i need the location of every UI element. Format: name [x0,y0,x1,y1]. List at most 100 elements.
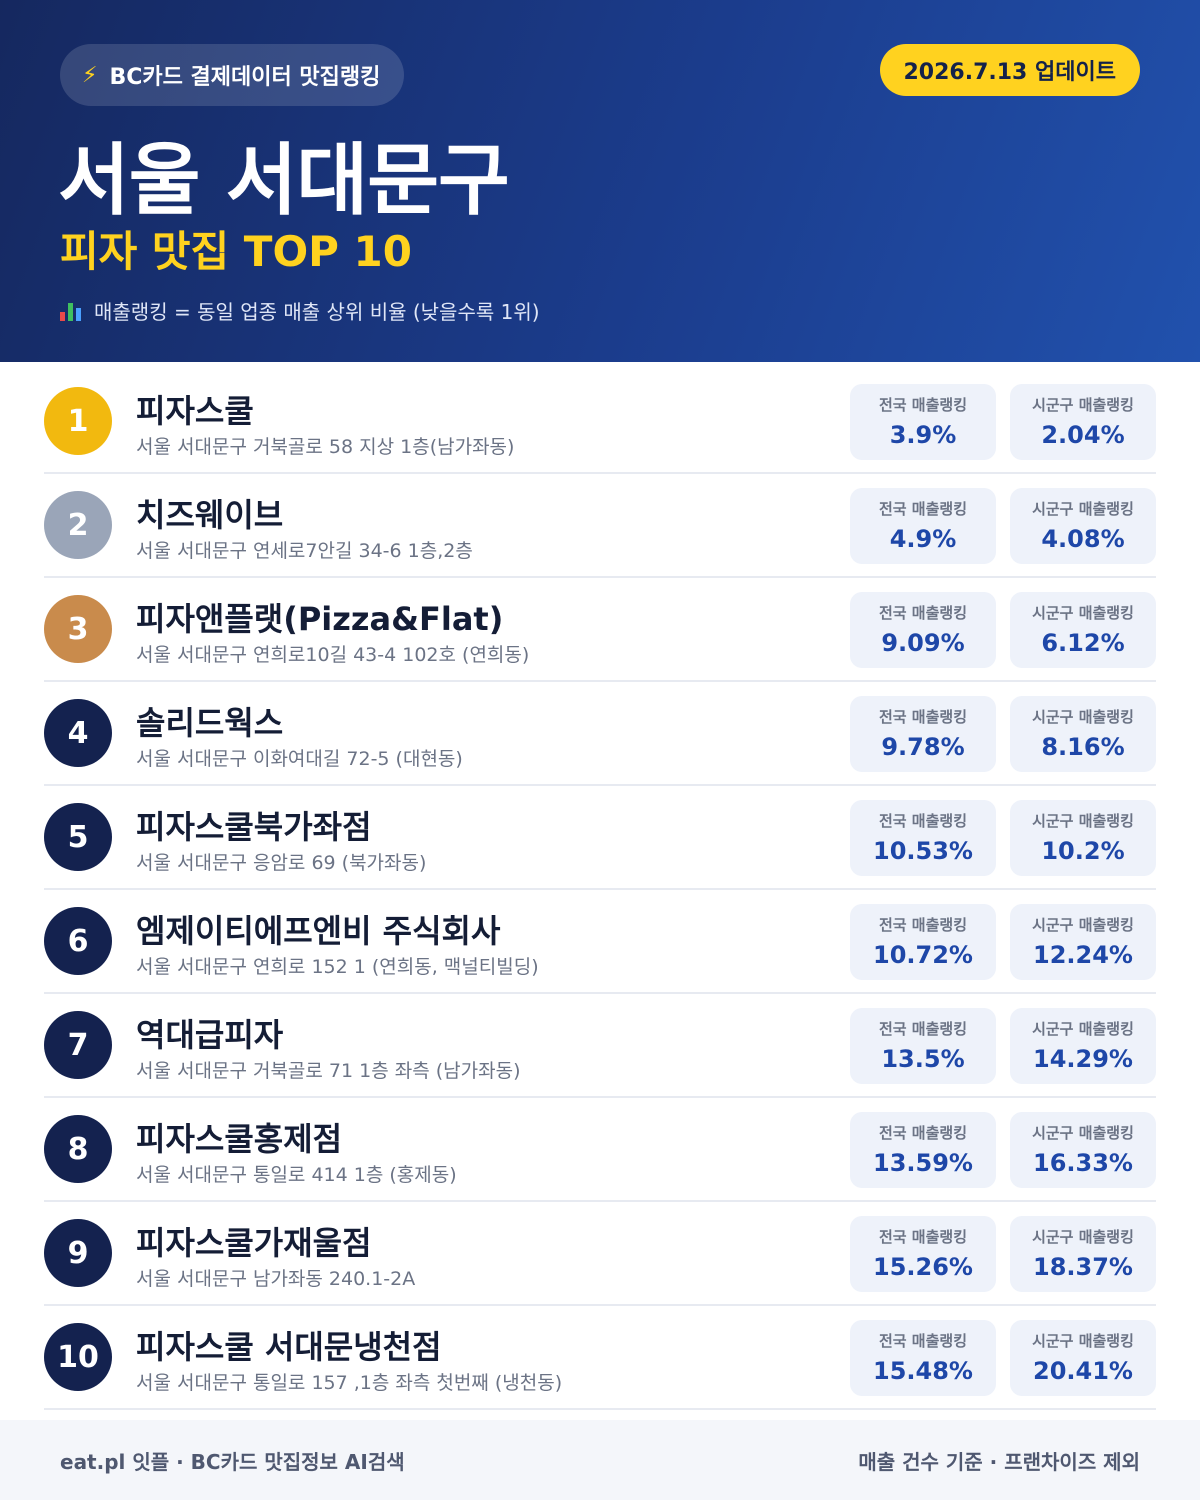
legend-text: 매출랭킹 = 동일 업종 매출 상위 비율 (낮을수록 1위) [94,300,540,324]
list-item[interactable]: 7 역대급피자 서울 서대문구 거북골로 71 1층 좌측 (남가좌동) 전국 … [44,994,1156,1098]
district-ranking-box: 시군구 매출랭킹 2.04% [1010,384,1156,460]
stat-value: 3.9% [889,421,957,449]
stat-value: 15.26% [873,1253,973,1281]
stat-label: 시군구 매출랭킹 [1032,812,1134,830]
stat-label: 시군구 매출랭킹 [1032,1020,1134,1038]
store-address: 서울 서대문구 이화여대길 72-5 (대현동) [136,748,463,770]
rank-badge: 5 [44,803,112,871]
footer-source: eat.pl 잇플 · BC카드 맛집정보 AI검색 [60,1449,405,1474]
store-address: 서울 서대문구 남가좌동 240.1-2A [136,1268,416,1290]
list-item[interactable]: 6 엠제이티에프엔비 주식회사 서울 서대문구 연희로 152 1 (연희동, … [44,890,1156,994]
national-ranking-box: 전국 매출랭킹 4.9% [850,488,996,564]
page-subtitle: 피자 맛집 TOP 10 [60,227,413,276]
stat-label: 전국 매출랭킹 [878,708,968,726]
source-badge: ⚡ BC카드 결제데이터 맛집랭킹 [60,44,405,106]
stat-value: 13.5% [881,1045,965,1073]
stat-label: 시군구 매출랭킹 [1032,1124,1134,1142]
district-ranking-box: 시군구 매출랭킹 10.2% [1010,800,1156,876]
stat-value: 10.53% [873,837,973,865]
page-title: 서울 서대문구 [58,136,510,226]
district-ranking-box: 시군구 매출랭킹 6.12% [1010,592,1156,668]
list-item[interactable]: 4 솔리드웍스 서울 서대문구 이화여대길 72-5 (대현동) 전국 매출랭킹… [44,682,1156,786]
store-address: 서울 서대문구 연희로10길 43-4 102호 (연희동) [136,644,530,666]
store-name: 치즈웨이브 [136,496,284,534]
district-ranking-box: 시군구 매출랭킹 8.16% [1010,696,1156,772]
stat-value: 9.78% [881,733,965,761]
rank-badge: 1 [44,387,112,455]
rank-badge: 2 [44,491,112,559]
header-banner: ⚡ BC카드 결제데이터 맛집랭킹 2026.7.13 업데이트 서울 서대문구… [0,0,1200,362]
stat-value: 2.04% [1041,421,1125,449]
update-date-badge: 2026.7.13 업데이트 [879,44,1140,96]
stat-label: 시군구 매출랭킹 [1032,1228,1134,1246]
store-name: 역대급피자 [136,1016,284,1054]
stat-label: 전국 매출랭킹 [878,1332,968,1350]
ranking-list: 1 피자스쿨 서울 서대문구 거북골로 58 지상 1층(남가좌동) 전국 매출… [44,370,1156,1410]
stat-value: 8.16% [1041,733,1125,761]
stat-label: 전국 매출랭킹 [878,500,968,518]
district-ranking-box: 시군구 매출랭킹 14.29% [1010,1008,1156,1084]
stat-value: 16.33% [1033,1149,1133,1177]
list-item[interactable]: 2 치즈웨이브 서울 서대문구 연세로7안길 34-6 1층,2층 전국 매출랭… [44,474,1156,578]
stat-value: 10.72% [873,941,973,969]
store-name: 엠제이티에프엔비 주식회사 [136,912,501,950]
stat-label: 전국 매출랭킹 [878,1124,968,1142]
source-label: BC카드 결제데이터 맛집랭킹 [109,65,381,90]
stat-value: 14.29% [1033,1045,1133,1073]
rank-badge: 10 [44,1323,112,1391]
rank-badge: 7 [44,1011,112,1079]
stat-label: 전국 매출랭킹 [878,812,968,830]
national-ranking-box: 전국 매출랭킹 3.9% [850,384,996,460]
rank-badge: 9 [44,1219,112,1287]
rank-badge: 6 [44,907,112,975]
rank-badge: 3 [44,595,112,663]
store-name: 피자스쿨북가좌점 [136,808,372,846]
store-name: 피자스쿨 서대문냉천점 [136,1328,442,1366]
footer: eat.pl 잇플 · BC카드 맛집정보 AI검색 매출 건수 기준 · 프랜… [0,1420,1200,1500]
store-address: 서울 서대문구 연희로 152 1 (연희동, 맥널티빌딩) [136,956,539,978]
store-name: 피자스쿨가재울점 [136,1224,372,1262]
national-ranking-box: 전국 매출랭킹 9.09% [850,592,996,668]
national-ranking-box: 전국 매출랭킹 15.26% [850,1216,996,1292]
stat-label: 시군구 매출랭킹 [1032,1332,1134,1350]
rank-badge: 4 [44,699,112,767]
stat-label: 시군구 매출랭킹 [1032,604,1134,622]
national-ranking-box: 전국 매출랭킹 10.72% [850,904,996,980]
list-item[interactable]: 9 피자스쿨가재울점 서울 서대문구 남가좌동 240.1-2A 전국 매출랭킹… [44,1202,1156,1306]
national-ranking-box: 전국 매출랭킹 9.78% [850,696,996,772]
stat-value: 12.24% [1033,941,1133,969]
store-name: 피자스쿨 [136,392,254,430]
footer-note: 매출 건수 기준 · 프랜차이즈 제외 [858,1449,1140,1474]
stat-label: 시군구 매출랭킹 [1032,500,1134,518]
list-item[interactable]: 5 피자스쿨북가좌점 서울 서대문구 응암로 69 (북가좌동) 전국 매출랭킹… [44,786,1156,890]
store-address: 서울 서대문구 거북골로 58 지상 1층(남가좌동) [136,436,515,458]
stat-value: 15.48% [873,1357,973,1385]
district-ranking-box: 시군구 매출랭킹 12.24% [1010,904,1156,980]
national-ranking-box: 전국 매출랭킹 13.5% [850,1008,996,1084]
store-name: 피자앤플랫(Pizza&Flat) [136,600,504,638]
bar-chart-icon [60,301,82,321]
store-name: 솔리드웍스 [136,704,284,742]
stat-value: 9.09% [881,629,965,657]
district-ranking-box: 시군구 매출랭킹 16.33% [1010,1112,1156,1188]
stat-label: 시군구 매출랭킹 [1032,916,1134,934]
store-address: 서울 서대문구 응암로 69 (북가좌동) [136,852,427,874]
list-item[interactable]: 3 피자앤플랫(Pizza&Flat) 서울 서대문구 연희로10길 43-4 … [44,578,1156,682]
stat-label: 전국 매출랭킹 [878,916,968,934]
list-item[interactable]: 1 피자스쿨 서울 서대문구 거북골로 58 지상 1층(남가좌동) 전국 매출… [44,370,1156,474]
national-ranking-box: 전국 매출랭킹 13.59% [850,1112,996,1188]
national-ranking-box: 전국 매출랭킹 10.53% [850,800,996,876]
store-address: 서울 서대문구 연세로7안길 34-6 1층,2층 [136,540,473,562]
district-ranking-box: 시군구 매출랭킹 20.41% [1010,1320,1156,1396]
store-name: 피자스쿨홍제점 [136,1120,343,1158]
stat-value: 4.08% [1041,525,1125,553]
district-ranking-box: 시군구 매출랭킹 4.08% [1010,488,1156,564]
list-item[interactable]: 10 피자스쿨 서대문냉천점 서울 서대문구 통일로 157 ,1층 좌측 첫번… [44,1306,1156,1410]
stat-value: 6.12% [1041,629,1125,657]
stat-label: 전국 매출랭킹 [878,1020,968,1038]
stat-label: 전국 매출랭킹 [878,1228,968,1246]
list-item[interactable]: 8 피자스쿨홍제점 서울 서대문구 통일로 414 1층 (홍제동) 전국 매출… [44,1098,1156,1202]
store-address: 서울 서대문구 거북골로 71 1층 좌측 (남가좌동) [136,1060,521,1082]
stat-value: 13.59% [873,1149,973,1177]
stat-value: 18.37% [1033,1253,1133,1281]
